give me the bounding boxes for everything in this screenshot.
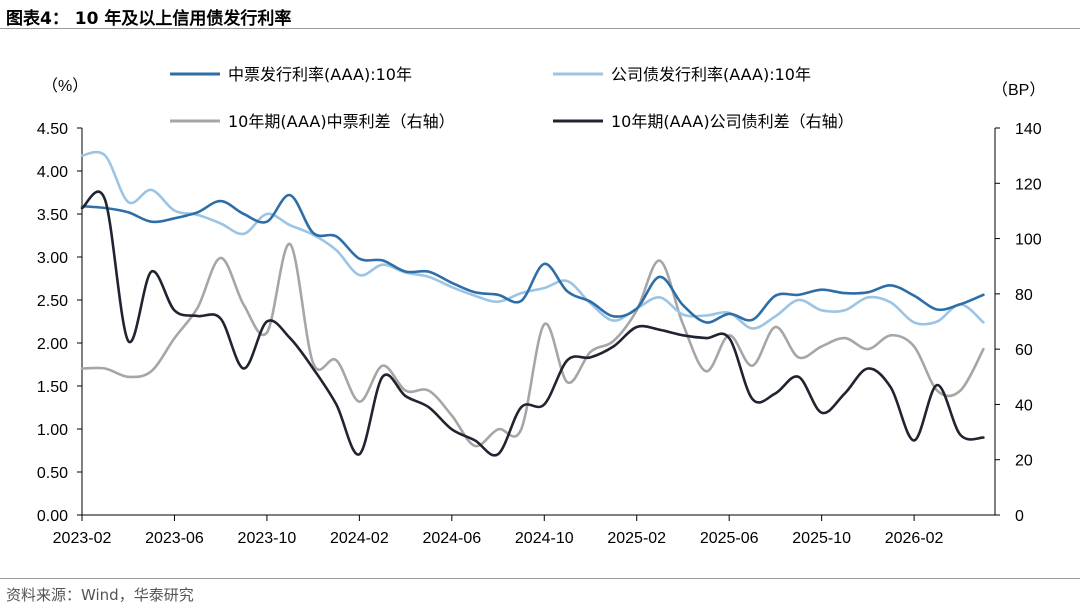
left-tick-label: 0.50 xyxy=(37,465,68,482)
legend-item-mtn-rate-label: 中票发行利率(AAA):10年 xyxy=(228,65,412,84)
right-tick-label: 0 xyxy=(1015,508,1024,525)
series-line-corp-rate xyxy=(80,150,985,330)
series-layer xyxy=(80,150,985,457)
source-divider xyxy=(0,578,1080,579)
series-line-mtn-rate xyxy=(80,193,985,324)
left-tick-label: 2.00 xyxy=(37,336,68,353)
right-tick-label: 20 xyxy=(1015,453,1033,470)
legend-item-mtn-spread-label: 10年期(AAA)中票利差（右轴） xyxy=(228,112,455,131)
x-tick-label: 2024-02 xyxy=(330,530,389,547)
right-tick-label: 120 xyxy=(1015,176,1042,193)
source-note: 资料来源：Wind，华泰研究 xyxy=(6,586,194,604)
left-tick-label: 1.50 xyxy=(37,379,68,396)
legend-item-corp-rate-label: 公司债发行利率(AAA):10年 xyxy=(611,65,811,84)
left-tick-label: 4.50 xyxy=(37,121,68,138)
left-axis-unit: （%） xyxy=(42,77,88,95)
x-tick-label: 2023-10 xyxy=(238,530,297,547)
x-tick-label: 2026-02 xyxy=(885,530,944,547)
right-tick-label: 100 xyxy=(1015,232,1042,249)
series-line-mtn-spread xyxy=(80,242,985,448)
left-tick-label: 3.00 xyxy=(37,250,68,267)
legend-item-corp-spread-label: 10年期(AAA)公司债利差（右轴） xyxy=(611,112,854,131)
line-chart: 0.00 0.50 1.00 1.50 2.00 2.50 3.00 3.50 4.00 4.50… xyxy=(37,65,1046,547)
series-line-corp-spread xyxy=(80,190,985,457)
left-tick-label: 0.00 xyxy=(37,508,68,525)
x-tick-label: 2025-10 xyxy=(792,530,851,547)
left-tick-label: 3.50 xyxy=(37,207,68,224)
right-tick-label: 60 xyxy=(1015,342,1033,359)
x-tick-label: 2023-06 xyxy=(145,530,204,547)
x-tick-label: 2024-10 xyxy=(515,530,574,547)
x-tick-label: 2023-02 xyxy=(53,530,112,547)
left-tick-label: 1.00 xyxy=(37,422,68,439)
legend: 中票发行利率(AAA):10年 公司债发行利率(AAA):10年 10年期(AAA)… xyxy=(170,65,854,131)
axes-layer: 0.00 0.50 1.00 1.50 2.00 2.50 3.00 3.50 4.00 4.50… xyxy=(37,121,1042,547)
right-tick-label: 140 xyxy=(1015,121,1042,138)
x-tick-label: 2025-06 xyxy=(700,530,759,547)
title-divider xyxy=(0,28,1080,29)
right-tick-label: 40 xyxy=(1015,397,1033,414)
left-tick-label: 2.50 xyxy=(37,293,68,310)
right-tick-label: 80 xyxy=(1015,287,1033,304)
left-tick-label: 4.00 xyxy=(37,164,68,181)
chart-title: 图表4： 10 年及以上信用债发行利率 xyxy=(6,9,292,29)
x-tick-label: 2025-02 xyxy=(607,530,666,547)
x-tick-label: 2024-06 xyxy=(422,530,481,547)
right-axis-unit: （BP） xyxy=(992,81,1045,99)
